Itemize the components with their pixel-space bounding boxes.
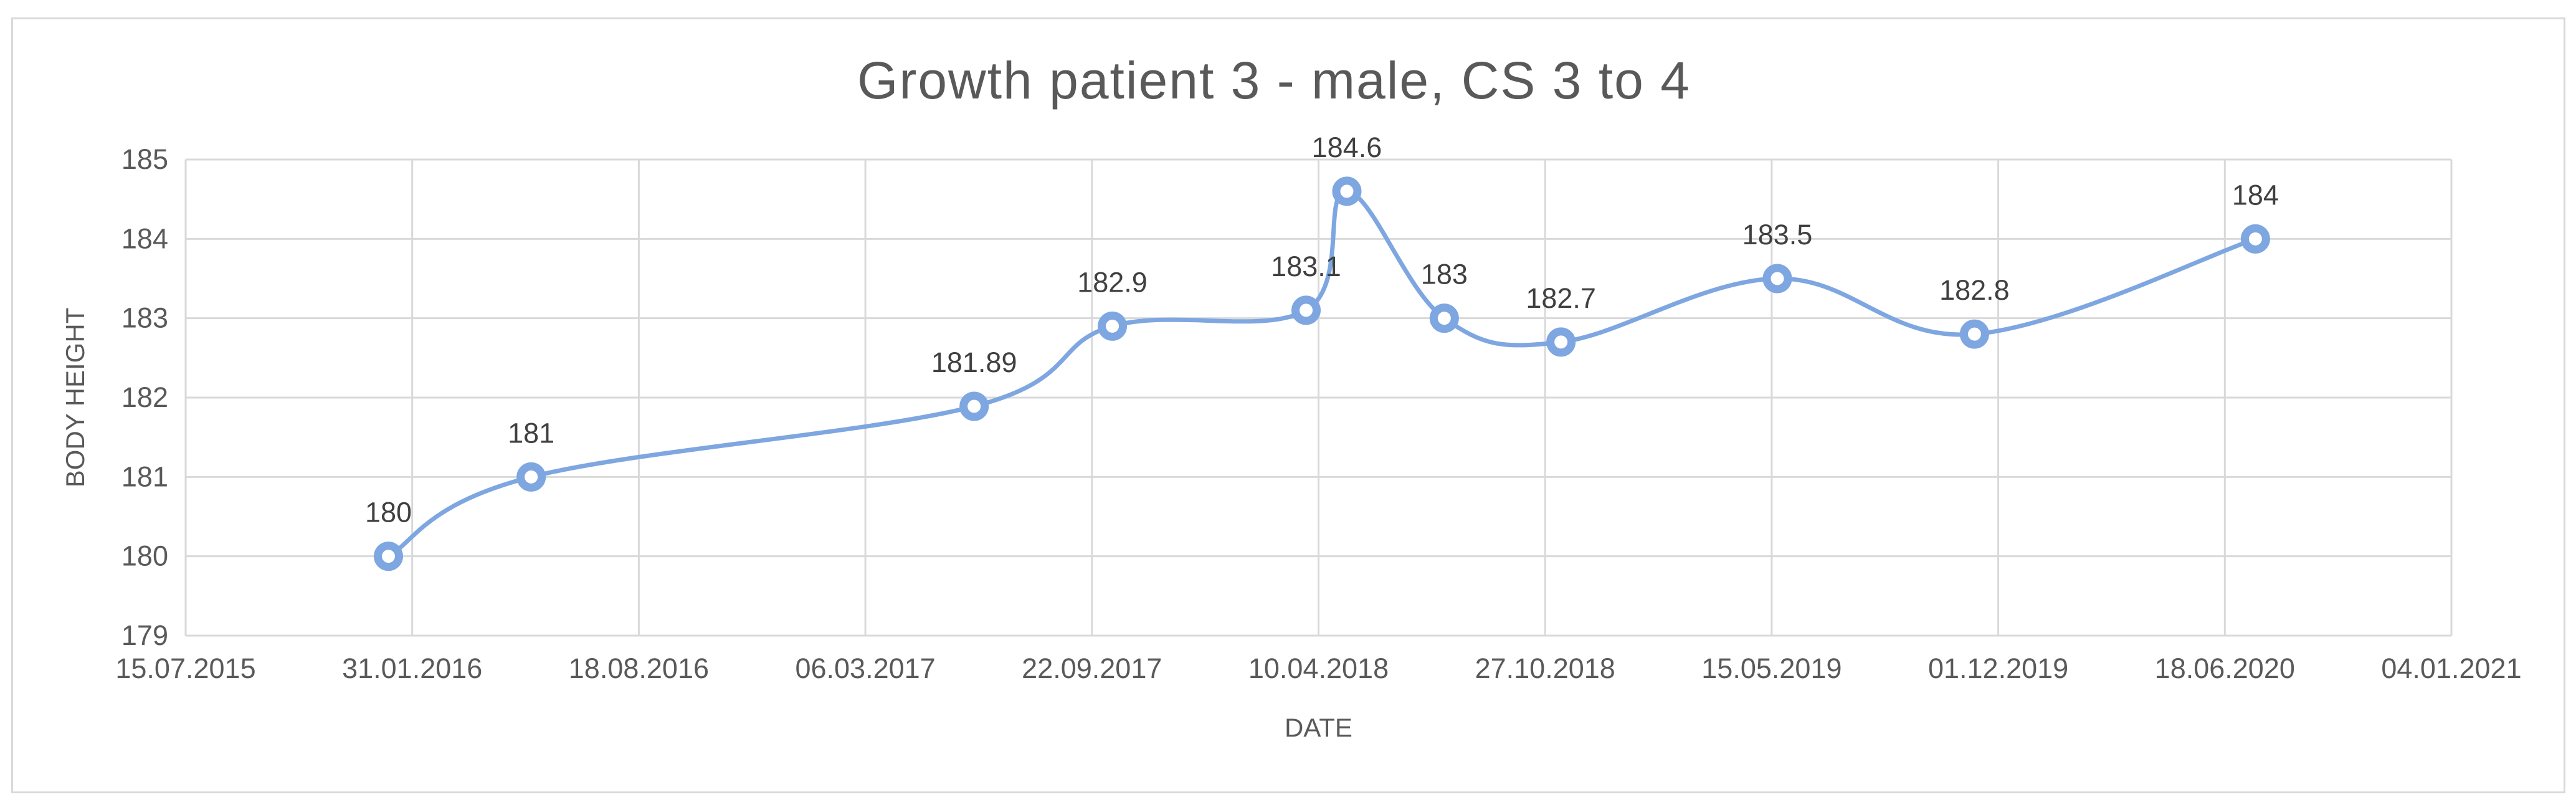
x-tick-label: 18.08.2016	[569, 652, 709, 684]
x-tick-label: 15.07.2015	[115, 652, 255, 684]
data-point	[1332, 176, 1362, 206]
data-point	[374, 542, 404, 571]
data-labels: 180 181 181.89 182.9 183.1 184.6 183 182.7 183.5…	[365, 131, 2279, 528]
y-tick-label: 184	[121, 222, 168, 254]
y-axis-title: BODY HEIGHT	[60, 308, 90, 488]
data-point	[1098, 311, 1128, 341]
x-tick-label: 15.05.2019	[1701, 652, 1842, 684]
x-axis-title: DATE	[1285, 713, 1352, 742]
data-label: 184.6	[1312, 131, 1382, 163]
y-tick-label: 185	[121, 143, 168, 175]
data-label: 183.1	[1271, 251, 1341, 282]
data-label: 183.5	[1742, 219, 1813, 251]
data-point	[1429, 303, 1459, 333]
series	[374, 176, 2270, 571]
y-tick-label: 182	[121, 381, 168, 413]
data-point	[1291, 295, 1321, 325]
x-tick-label: 18.06.2020	[2155, 652, 2295, 684]
gridlines	[184, 158, 2453, 637]
data-label: 182.8	[1939, 274, 2010, 306]
x-tick-label: 31.01.2016	[342, 652, 482, 684]
data-label: 180	[365, 497, 412, 528]
data-point	[1762, 264, 1792, 294]
x-tick-label: 04.01.2021	[2381, 652, 2521, 684]
data-point	[1959, 319, 1989, 349]
data-label: 181	[508, 417, 554, 449]
series-line	[387, 189, 2256, 558]
axes: 179 180 181 182 183 184 185 15.07.2015 31.01.201…	[115, 143, 2521, 684]
y-tick-label: 180	[121, 540, 168, 572]
data-point	[516, 462, 546, 492]
y-tick-label: 183	[121, 302, 168, 334]
x-tick-label: 27.10.2018	[1475, 652, 1615, 684]
chart-frame	[11, 17, 2565, 793]
x-tick-label: 01.12.2019	[1928, 652, 2068, 684]
data-label: 181.89	[931, 346, 1017, 378]
data-point	[959, 391, 989, 421]
data-point	[2240, 224, 2270, 254]
x-tick-label: 10.04.2018	[1248, 652, 1389, 684]
data-label: 182.9	[1077, 266, 1148, 298]
data-label: 183	[1421, 259, 1468, 290]
x-tick-label: 22.09.2017	[1022, 652, 1162, 684]
data-label: 184	[2232, 179, 2279, 211]
data-label: 182.7	[1526, 282, 1596, 314]
chart-title: Growth patient 3 - male, CS 3 to 4	[857, 51, 1691, 110]
y-tick-label: 181	[121, 461, 168, 492]
data-point	[1546, 327, 1576, 357]
x-tick-label: 06.03.2017	[795, 652, 935, 684]
y-tick-label: 179	[121, 619, 168, 651]
